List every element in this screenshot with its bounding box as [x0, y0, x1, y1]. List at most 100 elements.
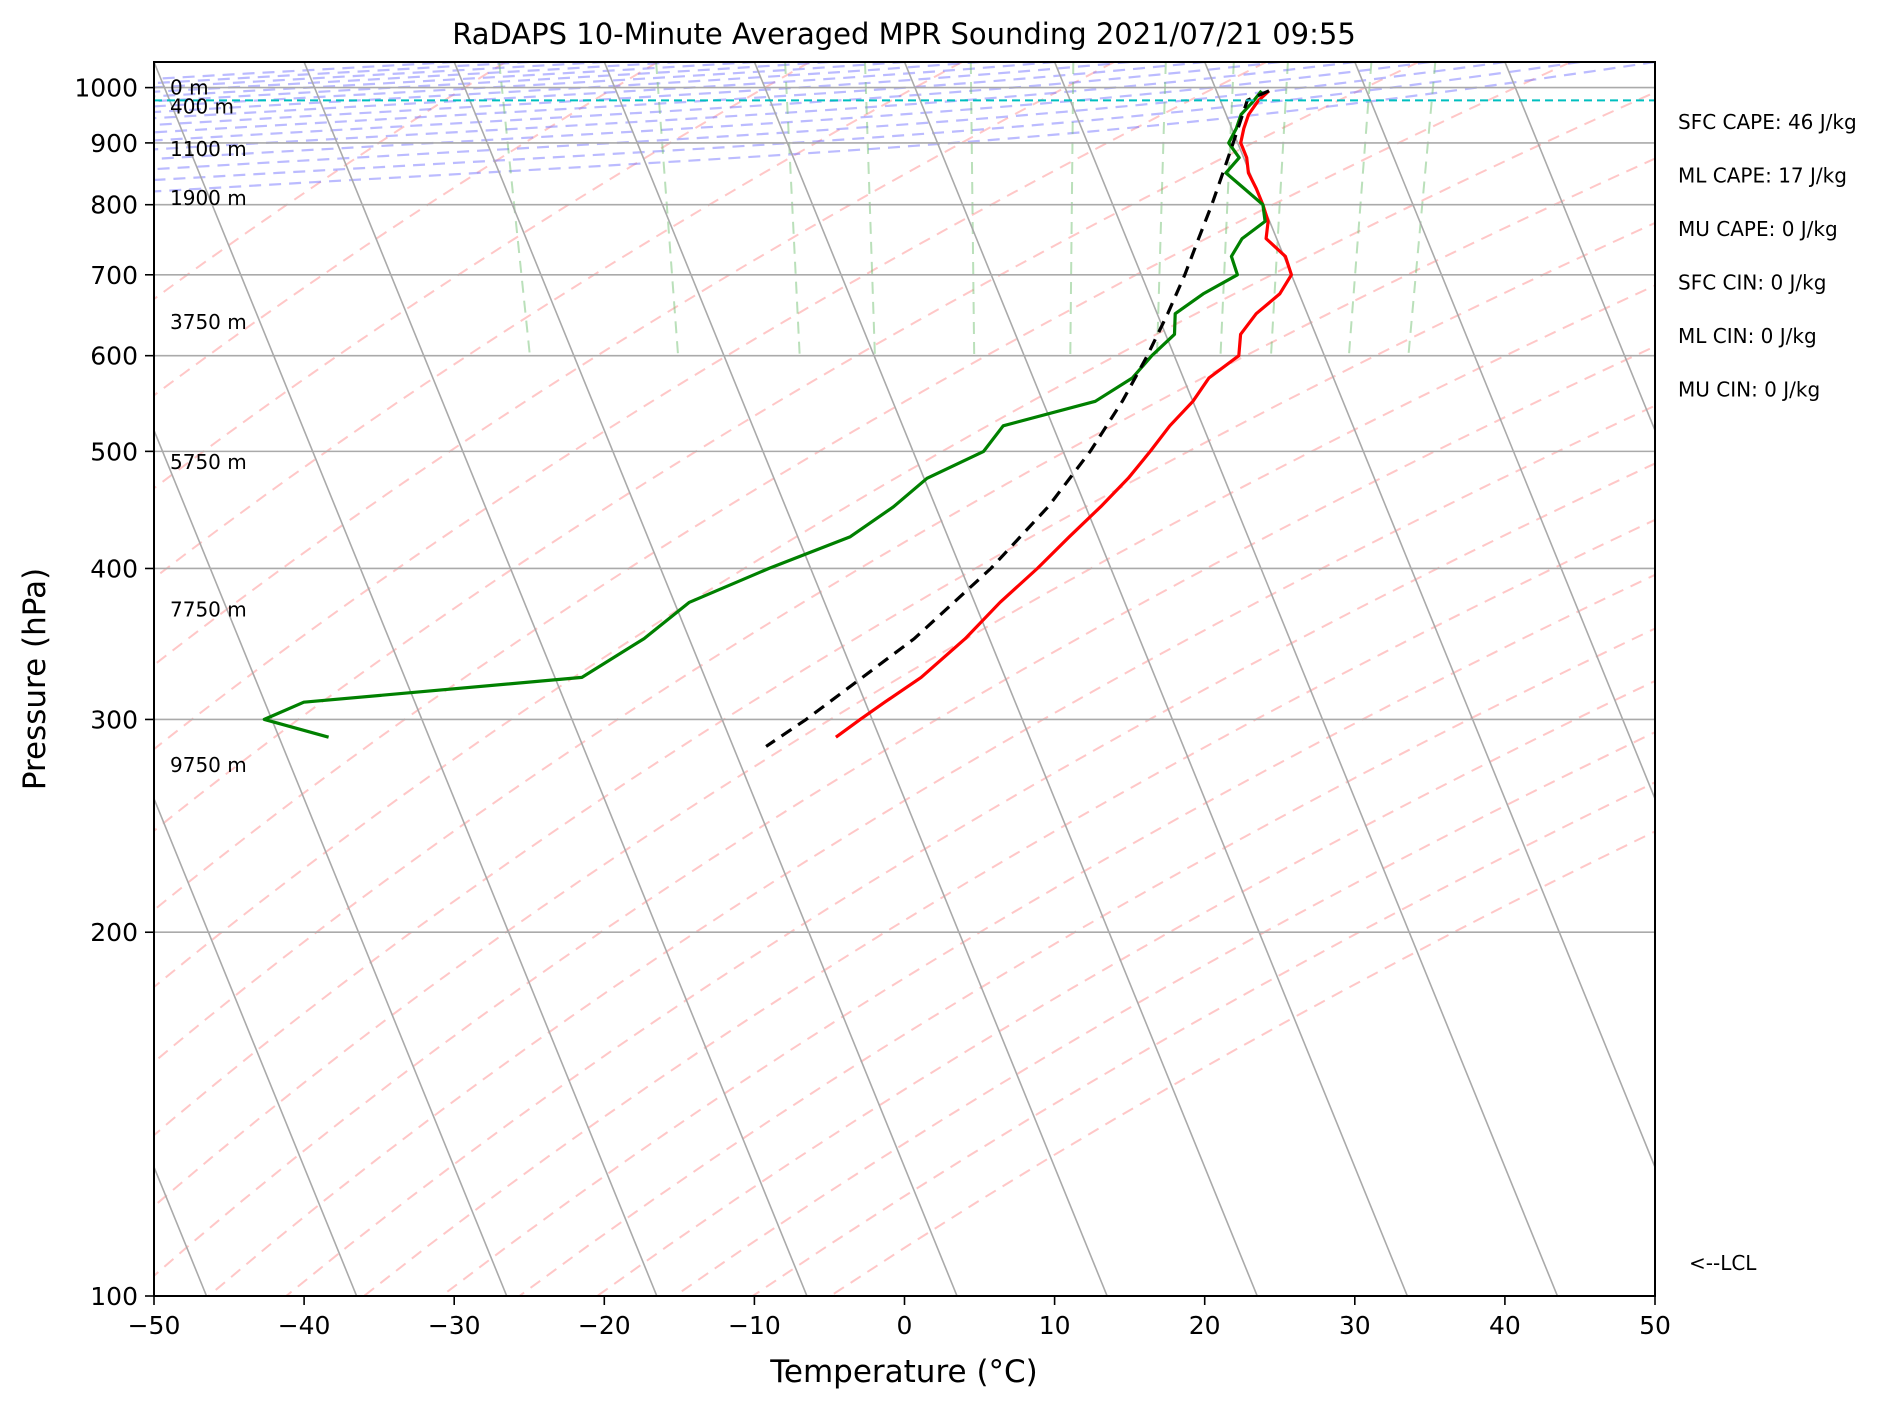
background-lines [154, 62, 1655, 1296]
mixing-ratio-line [1219, 62, 1235, 356]
isotherm-line [1504, 62, 1655, 433]
dry-adiabat [154, 62, 1420, 833]
dry-adiabat [154, 157, 1655, 1064]
isotherm-line [453, 62, 958, 1296]
x-tick-label: 20 [1189, 1311, 1221, 1340]
dry-adiabat [441, 573, 1655, 1296]
mixing-ratio-line [784, 62, 801, 356]
index-label: MU CAPE: 0 J/kg [1678, 217, 1838, 241]
isotherm-line [1203, 62, 1655, 1170]
series-line-3 [765, 89, 1270, 748]
mixing-ratio-line [655, 62, 680, 356]
moist-adiabat [154, 62, 530, 85]
y-tick-label: 700 [90, 261, 138, 290]
mixing-ratio-line [1270, 62, 1289, 356]
index-label: MU CIN: 0 J/kg [1678, 378, 1820, 402]
x-tick-label: 30 [1339, 1311, 1371, 1340]
mixing-ratio-line [1156, 62, 1167, 356]
moist-adiabat [154, 62, 1055, 120]
series-line-2 [262, 89, 1267, 739]
y-tick-label: 500 [90, 437, 138, 466]
grid [154, 62, 1655, 1296]
x-tick-label: −20 [578, 1311, 631, 1340]
moist-adiabat [154, 62, 1130, 126]
x-tick-label: −50 [128, 1311, 181, 1340]
x-tick-label: 0 [897, 1311, 913, 1340]
dry-adiabat [154, 345, 1655, 1278]
dry-adiabat [154, 62, 659, 397]
mixing-ratio-line [1069, 62, 1075, 356]
index-label: ML CIN: 0 J/kg [1678, 324, 1817, 348]
moist-adiabat [154, 62, 1506, 171]
moist-adiabat [154, 62, 1581, 182]
dry-adiabat [596, 679, 1655, 1296]
series-group [154, 89, 1655, 748]
dry-adiabat [154, 62, 1115, 667]
lcl-label: <--LCL [1689, 1251, 1757, 1275]
chart-title: RaDAPS 10-Minute Averaged MPR Sounding 2… [452, 17, 1356, 51]
y-tick-label: 1000 [74, 74, 138, 103]
dry-adiabat [752, 781, 1655, 1296]
dry-adiabat [207, 404, 1655, 1296]
isotherm-line [154, 796, 358, 1296]
y-tick-label: 400 [90, 554, 138, 583]
series-line-1 [834, 89, 1294, 739]
index-label: SFC CAPE: 46 J/kg [1678, 110, 1857, 134]
moist-adiabat [154, 62, 1430, 161]
moist-adiabat [154, 62, 1280, 142]
moist-adiabat [154, 62, 1355, 151]
isotherm-line [903, 62, 1409, 1296]
isotherm-line [753, 62, 1258, 1296]
y-axis-label: Pressure (hPa) [17, 568, 53, 790]
y-axis: 100 200 300 400 500 600 700 800 900 1000 [74, 74, 154, 1311]
isotherm-line [154, 428, 508, 1296]
mixing-ratio-line [864, 62, 876, 356]
dry-adiabat [154, 62, 506, 301]
y-tick-label: 600 [90, 342, 138, 371]
dry-adiabat [154, 62, 963, 580]
x-tick-label: 40 [1489, 1311, 1521, 1340]
x-axis: −50 −40 −30 −20 −10 0 10 20 30 40 50 [128, 1296, 1671, 1340]
dry-adiabat [154, 62, 811, 490]
dry-adiabat [154, 62, 1267, 751]
height-label: 0 m [170, 76, 209, 100]
isotherm-line [1354, 62, 1655, 801]
height-label: 9750 m [170, 753, 247, 777]
isotherm-line [603, 62, 1108, 1296]
mixing-ratio-line [1347, 62, 1373, 356]
isotherm-line [1654, 62, 1655, 65]
dry-adiabat [674, 731, 1655, 1296]
dry-adiabat [154, 62, 1572, 912]
dry-adiabat [154, 221, 1655, 1137]
dry-adiabat [154, 284, 1655, 1208]
mixing-ratio-line [1407, 62, 1437, 356]
height-label: 1100 m [170, 137, 247, 161]
mixing-ratio-line [969, 62, 976, 356]
height-label: 7750 m [170, 597, 247, 621]
x-tick-label: 10 [1039, 1311, 1071, 1340]
height-label: 3750 m [170, 310, 247, 334]
y-tick-label: 100 [90, 1282, 138, 1311]
index-label: ML CAPE: 17 J/kg [1678, 164, 1847, 188]
y-tick-label: 300 [90, 705, 138, 734]
index-label: SFC CIN: 0 J/kg [1678, 271, 1826, 295]
dry-adiabat [518, 627, 1655, 1296]
x-tick-label: −40 [278, 1311, 331, 1340]
isotherm-line [1053, 62, 1559, 1296]
y-tick-label: 900 [90, 129, 138, 158]
moist-adiabat [154, 62, 1655, 193]
stability-indices: SFC CAPE: 46 J/kg ML CAPE: 17 J/kg MU CAPE… [1678, 110, 1857, 402]
x-axis-label: Temperature (°C) [769, 1354, 1038, 1390]
x-tick-label: 50 [1639, 1311, 1671, 1340]
dry-adiabat [285, 462, 1655, 1296]
isotherm-line [154, 62, 658, 1296]
dry-adiabat [154, 91, 1655, 989]
height-label: 1900 m [170, 186, 247, 210]
height-label: 400 m [170, 94, 234, 118]
dry-adiabat [829, 830, 1655, 1296]
height-label: 5750 m [170, 450, 247, 474]
x-tick-label: −10 [728, 1311, 781, 1340]
y-tick-label: 800 [90, 191, 138, 220]
